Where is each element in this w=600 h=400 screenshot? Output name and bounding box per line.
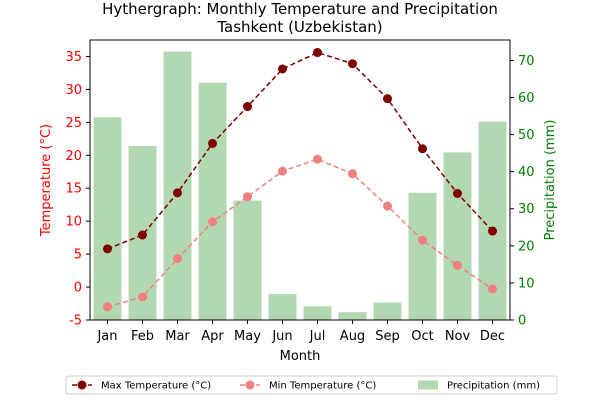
min-temp-point-jan <box>103 302 112 312</box>
max-temp-point-oct <box>418 144 427 154</box>
precip-bar-nov <box>443 152 472 320</box>
x-tick-label-jun: Jun <box>271 329 292 344</box>
min-temp-point-mar <box>173 254 182 264</box>
min-temp-point-jul <box>313 154 322 164</box>
min-temp-point-nov <box>453 260 462 270</box>
max-temp-point-jul <box>313 48 322 58</box>
right-tick-label: 60 <box>518 91 535 106</box>
right-tick-label: 70 <box>518 54 535 69</box>
left-tick-label: 25 <box>65 116 82 131</box>
x-tick-label-may: May <box>234 329 261 344</box>
x-tick-label-nov: Nov <box>445 329 471 344</box>
min-temp-point-apr <box>208 217 217 227</box>
precip-bar-aug <box>338 312 367 320</box>
right-tick-label: 40 <box>518 165 535 180</box>
x-tick-label-dec: Dec <box>480 329 505 344</box>
right-y-axis-label: Precipitation (mm) <box>543 120 558 241</box>
max-temp-point-apr <box>208 138 217 148</box>
precip-bar-jul <box>303 306 332 320</box>
max-temp-point-feb <box>138 230 147 240</box>
right-tick-label: 50 <box>518 128 535 143</box>
legend-max-temp-label: Max Temperature (°C) <box>101 381 211 392</box>
legend-max-temp-marker <box>77 380 87 390</box>
left-tick-label: 10 <box>65 215 82 230</box>
right-tick-label: 30 <box>518 202 535 217</box>
legend: Max Temperature (°C) Min Temperature (°C)… <box>65 375 558 395</box>
min-temp-point-jun <box>278 166 287 176</box>
x-tick-label-aug: Aug <box>340 329 365 344</box>
precip-bar-jun <box>268 294 297 320</box>
max-temp-point-mar <box>173 188 182 198</box>
legend-min-temp-label: Min Temperature (°C) <box>269 381 376 392</box>
plot-frame <box>89 39 511 321</box>
min-temp-line <box>107 158 493 308</box>
min-temp-point-feb <box>138 292 147 302</box>
right-tick-label: 20 <box>518 239 535 254</box>
precip-bar-apr <box>198 82 227 320</box>
precipitation-bars <box>93 51 507 321</box>
x-tick-label-feb: Feb <box>131 329 154 344</box>
legend-min-temp-marker <box>245 380 255 390</box>
min-temp-point-oct <box>418 235 427 245</box>
x-tick-label-jan: Jan <box>96 329 117 344</box>
min-temp-point-aug <box>348 169 357 179</box>
precip-bar-may <box>233 200 262 320</box>
max-temp-point-may <box>243 102 252 112</box>
x-tick-label-mar: Mar <box>165 329 190 344</box>
left-tick-label: 35 <box>65 50 82 65</box>
left-tick-label: 20 <box>65 149 82 164</box>
right-axis-ticks: 0 10 20 30 40 50 60 70 <box>510 54 535 329</box>
right-tick-label: 10 <box>518 276 535 291</box>
legend-precipitation-label: Precipitation (mm) <box>447 381 540 392</box>
left-tick-label: 30 <box>65 83 82 98</box>
max-temp-point-jun <box>278 64 287 74</box>
right-tick-label: 0 <box>518 314 526 329</box>
left-tick-label: -5 <box>69 314 82 329</box>
max-temp-point-dec <box>488 226 497 236</box>
left-tick-label: 15 <box>65 182 82 197</box>
max-temp-point-nov <box>453 189 462 199</box>
chart-title-line1: Hythergraph: Monthly Temperature and Pre… <box>102 0 498 18</box>
left-y-axis-label: Temperature (°C) <box>39 124 54 237</box>
x-axis-ticks: Jan Feb Mar Apr May Jun Jul Aug Sep Oct Nov Dec <box>96 320 505 344</box>
x-tick-label-sep: Sep <box>375 329 400 344</box>
min-temp-point-may <box>243 192 252 202</box>
left-tick-label: 0 <box>74 281 82 296</box>
temperature-lines <box>103 48 497 312</box>
left-tick-label: 5 <box>74 248 82 263</box>
precip-bar-oct <box>408 192 437 320</box>
precip-bar-jan <box>93 117 122 321</box>
min-temp-point-dec <box>488 284 497 294</box>
min-temp-point-sep <box>383 201 392 211</box>
max-temp-point-aug <box>348 59 357 69</box>
max-temp-point-sep <box>383 94 392 104</box>
precip-bar-mar <box>163 51 192 320</box>
max-temp-line <box>107 51 494 250</box>
x-tick-label-oct: Oct <box>411 329 433 344</box>
precip-bar-sep <box>373 302 402 320</box>
left-axis-ticks: -5 0 5 10 15 20 25 30 35 <box>65 50 90 329</box>
x-tick-label-jul: Jul <box>309 329 326 344</box>
x-tick-label-apr: Apr <box>201 329 224 344</box>
x-axis-label: Month <box>280 349 321 364</box>
max-temp-point-jan <box>103 244 112 254</box>
legend-precipitation-swatch <box>418 380 438 390</box>
chart-title-line2: Tashkent (Uzbekistan) <box>216 18 382 36</box>
